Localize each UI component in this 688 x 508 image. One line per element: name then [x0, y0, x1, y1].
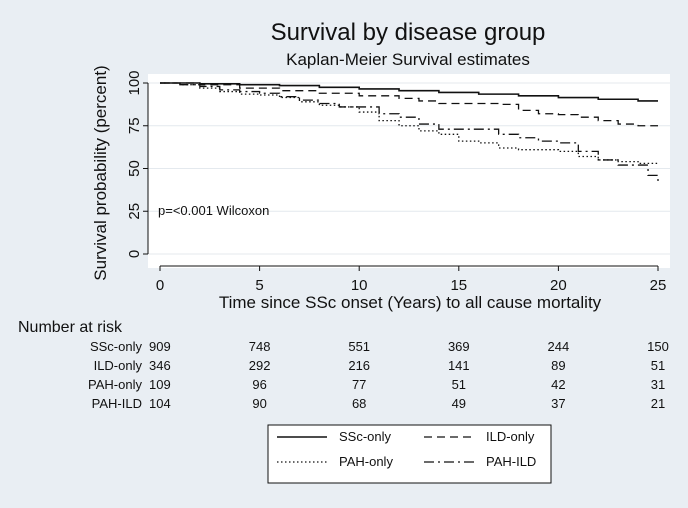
risk-value: 42 [551, 377, 565, 392]
x-axis-label: Time since SSc onset (Years) to all caus… [219, 293, 602, 312]
risk-value: 150 [647, 339, 669, 354]
chart-title: Survival by disease group [271, 19, 546, 46]
risk-value: 31 [651, 377, 665, 392]
risk-value: 141 [448, 358, 470, 373]
risk-value: 369 [448, 339, 470, 354]
risk-value: 90 [252, 396, 266, 411]
axes: 0 25 50 75 100 0 5 10 15 20 25 [126, 70, 666, 294]
y-axis-label: Survival probability (percent) [91, 65, 110, 280]
x-tick-label-20: 20 [550, 277, 567, 294]
wilcoxon-annotation: p=<0.001 Wilcoxon [158, 203, 269, 218]
legend-label-ssc-only: SSc-only [339, 429, 392, 444]
plot-area [148, 74, 670, 268]
series-line-ssc-only [160, 82, 658, 102]
legend-label-pah-ild: PAH-ILD [486, 454, 536, 469]
legend-box [267, 424, 552, 484]
risk-row-label: PAH-ILD [92, 396, 142, 411]
x-tick-label-5: 5 [255, 277, 263, 294]
risk-value: 77 [352, 377, 366, 392]
risk-row-label: ILD-only [94, 358, 143, 373]
risk-value: 49 [452, 396, 466, 411]
y-tick-label-0: 0 [126, 250, 143, 258]
risk-value: 89 [551, 358, 565, 373]
risk-value: 909 [149, 339, 171, 354]
risk-value: 104 [149, 396, 171, 411]
legend-label-ild-only: ILD-only [486, 429, 535, 444]
series-lines [160, 82, 659, 183]
risk-value: 68 [352, 396, 366, 411]
risk-value: 37 [551, 396, 565, 411]
y-tick-label-100: 100 [126, 70, 143, 95]
risk-value: 51 [651, 358, 665, 373]
risk-value: 21 [651, 396, 665, 411]
grid-lines [148, 82, 670, 255]
series-line-ild-only [160, 82, 658, 127]
legend: SSc-only ILD-only PAH-only PAH-ILD [277, 429, 536, 469]
risk-table: SSc-only 909 748 551 369 244 150 ILD-only 346 292… [88, 339, 669, 411]
number-at-risk-title: Number at risk [18, 319, 123, 336]
y-tick-label-25: 25 [126, 203, 143, 220]
y-tick-label-50: 50 [126, 160, 143, 177]
y-tick-label-75: 75 [126, 117, 143, 134]
chart-subtitle: Kaplan-Meier Survival estimates [286, 50, 530, 69]
risk-value: 748 [249, 339, 271, 354]
risk-value: 244 [548, 339, 570, 354]
risk-value: 51 [452, 377, 466, 392]
x-tick-label-10: 10 [351, 277, 368, 294]
risk-value: 292 [249, 358, 271, 373]
legend-label-pah-only: PAH-only [339, 454, 393, 469]
risk-value: 551 [348, 339, 370, 354]
series-line-pah-ild [160, 82, 659, 183]
risk-value: 109 [149, 377, 171, 392]
x-tick-label-25: 25 [650, 277, 667, 294]
risk-row-label: SSc-only [90, 339, 143, 354]
risk-value: 346 [149, 358, 171, 373]
risk-value: 96 [252, 377, 266, 392]
x-tick-label-15: 15 [450, 277, 467, 294]
x-tick-label-0: 0 [156, 277, 164, 294]
risk-row-label: PAH-only [88, 377, 142, 392]
risk-value: 216 [348, 358, 370, 373]
